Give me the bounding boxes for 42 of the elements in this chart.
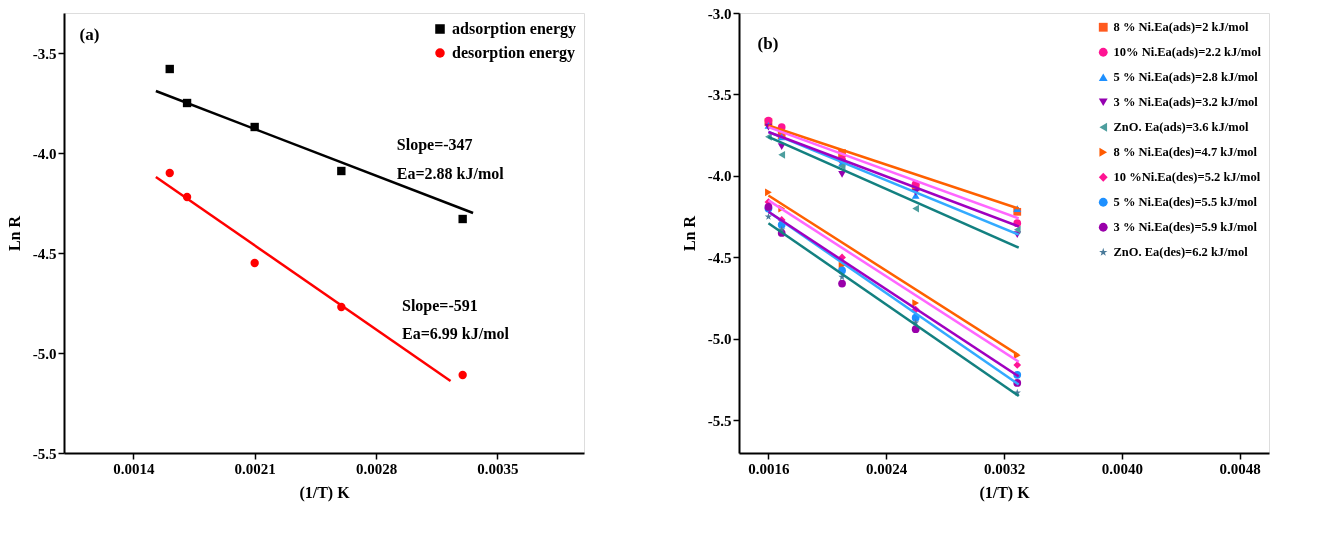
y-tick-label: -5.0 (32, 345, 57, 362)
legend-label: 10 %Ni.Ea(des)=5.2 kJ/mol (1113, 170, 1261, 185)
y-tick-label: -4.5 (32, 245, 57, 262)
x-axis-title: (1/T) K (299, 483, 351, 502)
annotation: Slope=-591 (402, 296, 478, 315)
y-tick-label: -4.5 (707, 249, 732, 266)
y-tick-label: -3.5 (32, 45, 57, 62)
legend-label: 3 % Ni.Ea(ads)=3.2 kJ/mol (1113, 95, 1259, 110)
legend-label: 3 % Ni.Ea(des)=5.9 kJ/mol (1113, 220, 1258, 235)
y-axis-title: Ln R (680, 215, 698, 252)
x-axis-title: (1/T) K (979, 483, 1031, 502)
x-tick-label: 0.0014 (113, 460, 155, 477)
legend-label: 5 % Ni.Ea(ads)=2.8 kJ/mol (1113, 70, 1259, 85)
y-axis-title: Ln R (5, 215, 23, 252)
legend-label: ZnO. Ea(ads)=3.6 kJ/mol (1113, 120, 1249, 135)
x-tick-label: 0.0048 (1219, 460, 1261, 477)
annotation: Ea=2.88 kJ/mol (396, 164, 505, 182)
x-tick-label: 0.0032 (983, 460, 1026, 477)
legend-label: adsorption energy (452, 20, 576, 38)
annotation: (b) (757, 33, 779, 53)
legend-label: ZnO. Ea(des)=6.2 kJ/mol (1113, 245, 1249, 260)
legend-label: 10% Ni.Ea(ads)=2.2 kJ/mol (1113, 45, 1262, 60)
y-tick-label: -3.0 (707, 5, 732, 22)
y-tick-label: -5.0 (707, 331, 732, 348)
y-tick-label: -4.0 (707, 168, 732, 185)
x-tick-label: 0.0035 (477, 460, 519, 477)
legend-label: 8 % Ni.Ea(ads)=2 kJ/mol (1113, 20, 1249, 35)
y-tick-label: -5.5 (32, 445, 57, 462)
y-tick-label: -4.0 (32, 145, 57, 162)
x-tick-label: 0.0024 (866, 460, 908, 477)
x-tick-label: 0.0021 (234, 460, 276, 477)
x-tick-label: 0.0028 (355, 460, 398, 477)
legend-label: desorption energy (452, 44, 576, 62)
annotation: Ea=6.99 kJ/mol (402, 325, 510, 343)
annotation: (a) (79, 25, 100, 44)
y-tick-label: -5.5 (707, 412, 732, 429)
legend-label: 8 % Ni.Ea(des)=4.7 kJ/mol (1113, 145, 1258, 160)
legend-label: 5 % Ni.Ea(des)=5.5 kJ/mol (1113, 195, 1258, 210)
y-tick-label: -3.5 (707, 86, 732, 103)
annotation: Slope=-347 (396, 136, 473, 154)
x-tick-label: 0.0016 (748, 460, 791, 477)
x-tick-label: 0.0040 (1101, 460, 1143, 477)
